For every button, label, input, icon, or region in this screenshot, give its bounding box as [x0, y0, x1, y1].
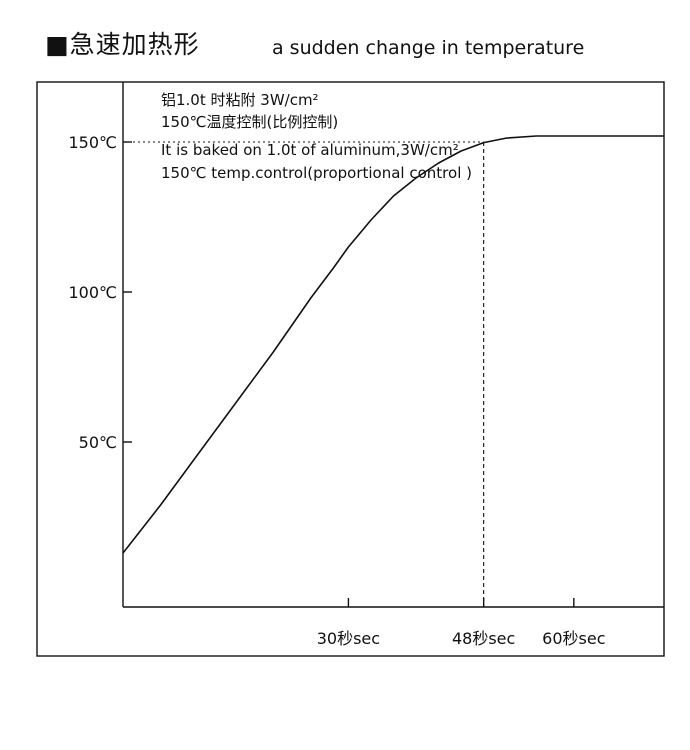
temperature-curve — [122, 135, 664, 554]
note-line-4: 150℃ temp.control(proportional control ) — [161, 164, 472, 182]
note-line-3: It is baked on 1.0t of aluminum,3W/cm² — [161, 141, 459, 159]
y-axis-ticks: 50℃ 100℃ 150℃ — [68, 133, 132, 452]
x-tick-label: 30秒sec — [317, 629, 380, 648]
reference-lines — [123, 141, 485, 607]
chart-title-chinese: ■急速加热形 — [45, 30, 200, 59]
y-tick-label: 100℃ — [68, 283, 117, 302]
chart-title-english: a sudden change in temperature — [272, 37, 585, 59]
x-tick-label: 60秒sec — [542, 629, 605, 648]
note-line-1: 铝1.0t 时粘附 3W/cm² — [161, 91, 319, 109]
note-line-2: 150℃温度控制(比例控制) — [161, 113, 338, 131]
x-axis-ticks: 30秒sec 48秒sec 60秒sec — [317, 598, 606, 648]
y-tick-label: 150℃ — [68, 133, 117, 152]
chart-frame — [36, 81, 665, 657]
x-tick-label: 48秒sec — [452, 629, 515, 648]
y-tick-label: 50℃ — [79, 433, 117, 452]
